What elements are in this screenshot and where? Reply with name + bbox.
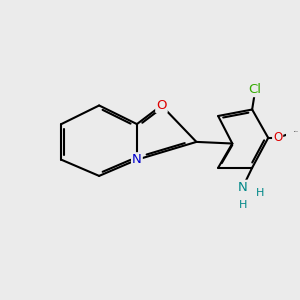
Text: Cl: Cl [248,83,262,96]
Text: N: N [238,181,247,194]
Text: N: N [132,153,142,166]
Text: H: H [256,188,264,198]
Text: O: O [156,99,167,112]
Text: O: O [273,131,282,144]
Text: H: H [238,200,247,210]
Text: methyl: methyl [294,131,298,132]
